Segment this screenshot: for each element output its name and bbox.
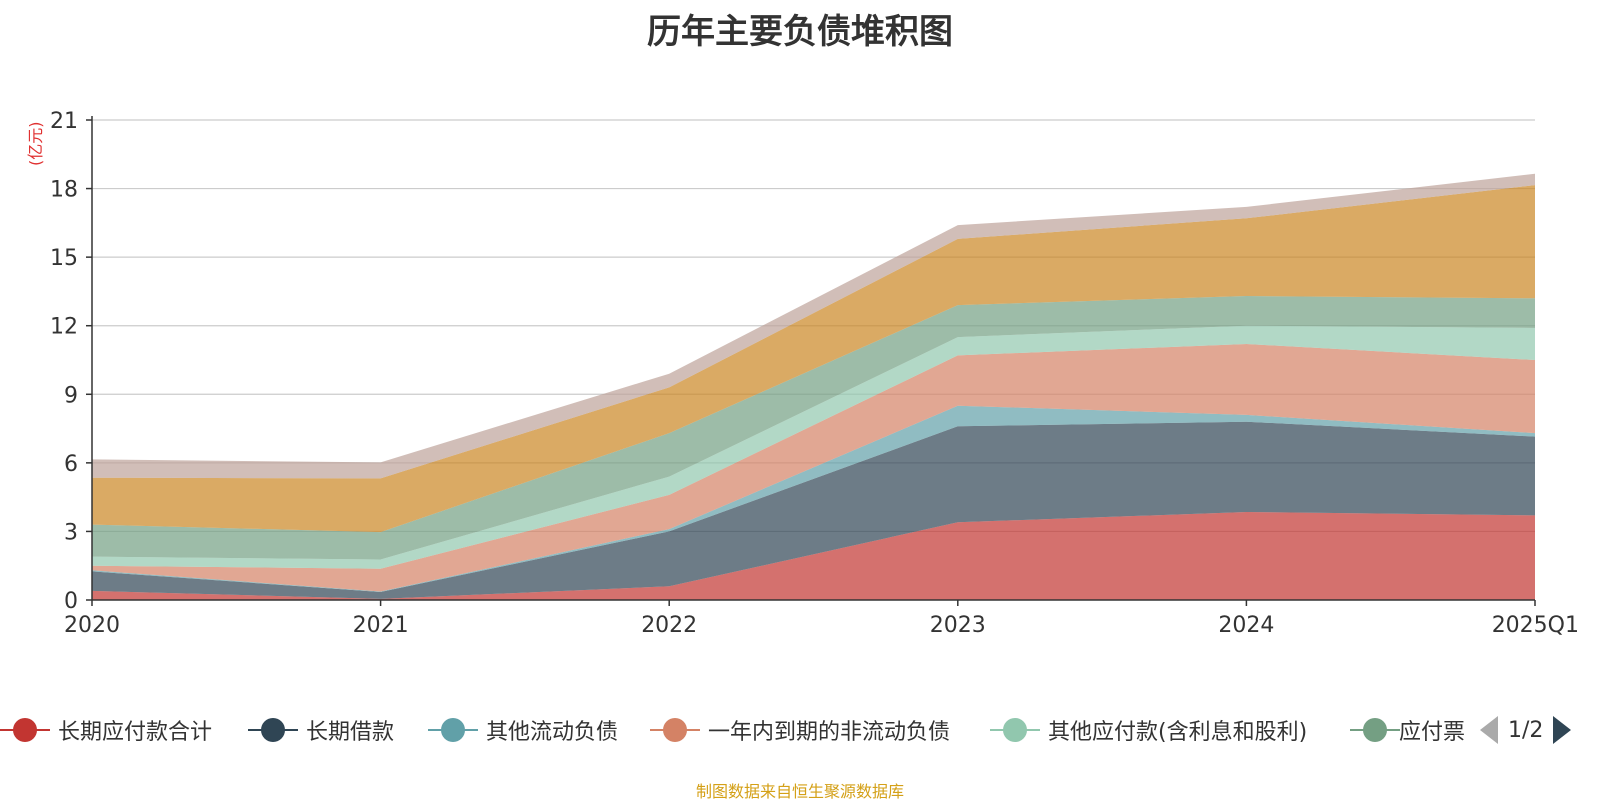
y-tick-label: 6 — [64, 452, 78, 477]
legend-dot — [261, 718, 285, 742]
legend-label: 一年内到期的非流动负债 — [708, 720, 951, 745]
y-tick-label: 18 — [50, 178, 78, 203]
x-tick-label: 2025Q1 — [1492, 613, 1579, 638]
x-tick-label: 2024 — [1218, 613, 1274, 638]
legend-dot — [663, 718, 687, 742]
legend-label: 其他应付款(含利息和股利) — [1048, 720, 1308, 745]
data-source-note: 制图数据来自恒生聚源数据库 — [695, 782, 904, 801]
legend-swatch — [990, 718, 1040, 742]
chart-legend: 长期应付款合计 长期借款 其他流动负债 一年内到期的非流动负债 其他应付款(含利… — [0, 710, 1600, 750]
series-area — [92, 325, 1535, 569]
series-area — [92, 405, 1535, 592]
legend-dot — [13, 718, 37, 742]
y-tick-label: 21 — [50, 109, 78, 134]
legend-item[interactable]: 应付票 — [1350, 710, 1465, 750]
series-area — [92, 512, 1535, 600]
legend-item[interactable]: 一年内到期的非流动负债 — [650, 710, 950, 750]
legend-dot — [1003, 718, 1027, 742]
legend-label: 长期应付款合计 — [58, 720, 213, 745]
y-tick-label: 15 — [50, 246, 78, 271]
series-area — [92, 296, 1535, 560]
legend-pager: 1/2 — [1480, 712, 1572, 748]
legend-swatch — [0, 718, 50, 742]
y-tick-label: 9 — [64, 383, 78, 408]
legend-next-icon[interactable] — [1553, 716, 1572, 744]
series-area — [92, 185, 1535, 533]
legend-label: 其他流动负债 — [486, 720, 619, 745]
legend-swatch — [650, 718, 700, 742]
y-tick-label: 3 — [64, 520, 78, 545]
legend-dot — [1363, 718, 1387, 742]
x-tick-label: 2020 — [64, 613, 120, 638]
x-tick-label: 2023 — [930, 613, 986, 638]
legend-item[interactable]: 长期借款 — [248, 710, 394, 750]
legend-prev-icon[interactable] — [1480, 716, 1498, 744]
legend-label: 长期借款 — [306, 720, 395, 745]
legend-swatch — [248, 718, 298, 742]
chart-title: 历年主要负债堆积图 — [647, 12, 953, 52]
legend-swatch — [1350, 718, 1400, 742]
stacked-area-chart: 0 3 6 9 12 15 18 21 2020 2021 2022 2023 2024 2025Q1 — [50, 109, 1579, 638]
legend-item[interactable]: 长期应付款合计 — [0, 710, 212, 750]
series-area — [92, 421, 1535, 599]
legend-swatch — [428, 718, 478, 742]
x-tick-label: 2022 — [641, 613, 697, 638]
series-area — [92, 344, 1535, 592]
legend-item[interactable]: 其他流动负债 — [428, 710, 618, 750]
legend-item[interactable]: 其他应付款(含利息和股利) — [990, 710, 1307, 750]
legend-dot — [441, 718, 465, 742]
legend-page-indicator: 1/2 — [1508, 717, 1544, 743]
legend-label: 应付票 — [1398, 720, 1465, 745]
y-tick-label: 0 — [64, 589, 78, 614]
y-tick-label: 12 — [50, 315, 78, 340]
x-tick-label: 2021 — [353, 613, 409, 638]
